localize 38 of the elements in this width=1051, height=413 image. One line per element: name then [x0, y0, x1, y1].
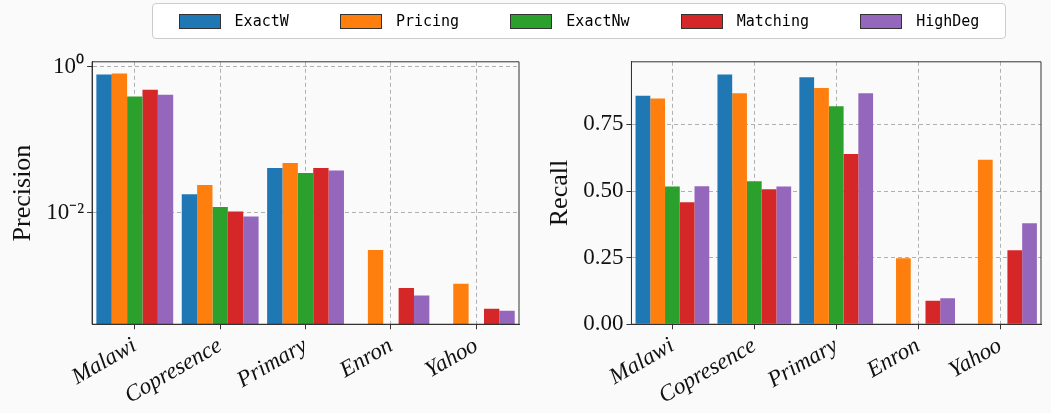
legend-label: Matching — [736, 12, 809, 30]
bar — [828, 106, 844, 324]
bar — [1022, 223, 1037, 324]
bar — [925, 300, 941, 324]
bar — [665, 186, 680, 324]
x-tick-label: Yahoo — [944, 332, 1006, 383]
bar — [896, 258, 911, 324]
x-tick-label: Enron — [861, 332, 924, 383]
bar — [977, 159, 993, 324]
bar — [746, 181, 762, 324]
bar — [940, 298, 955, 324]
bar — [694, 186, 710, 324]
bar — [1007, 250, 1023, 324]
bar — [814, 87, 829, 324]
bar — [858, 93, 874, 324]
y-tick-label: 0.25 — [583, 243, 624, 269]
bar — [761, 189, 777, 324]
x-tick-label: Yahoo — [420, 332, 482, 383]
bar — [717, 74, 733, 324]
y-tick-label: 10⁻² — [46, 198, 85, 224]
legend-label: HighDeg — [916, 12, 980, 30]
y-tick-label: 0.50 — [583, 177, 624, 203]
bar — [843, 153, 859, 324]
bar — [635, 95, 651, 324]
y-axis-title: Recall — [544, 159, 574, 227]
bar — [679, 202, 695, 324]
legend-label: ExactNw — [566, 12, 630, 30]
bar — [776, 186, 792, 324]
legend-label: Pricing — [395, 12, 460, 30]
y-tick-label: 10⁰ — [53, 52, 85, 78]
bar — [799, 77, 815, 324]
y-tick-label: 0.75 — [583, 110, 624, 136]
bar — [650, 98, 666, 324]
y-tick-label: 0.00 — [583, 310, 624, 336]
y-axis-title: Precision — [7, 144, 37, 242]
bar — [732, 93, 747, 324]
legend-label: ExactW — [234, 12, 289, 30]
x-tick-label: Enron — [334, 332, 397, 383]
